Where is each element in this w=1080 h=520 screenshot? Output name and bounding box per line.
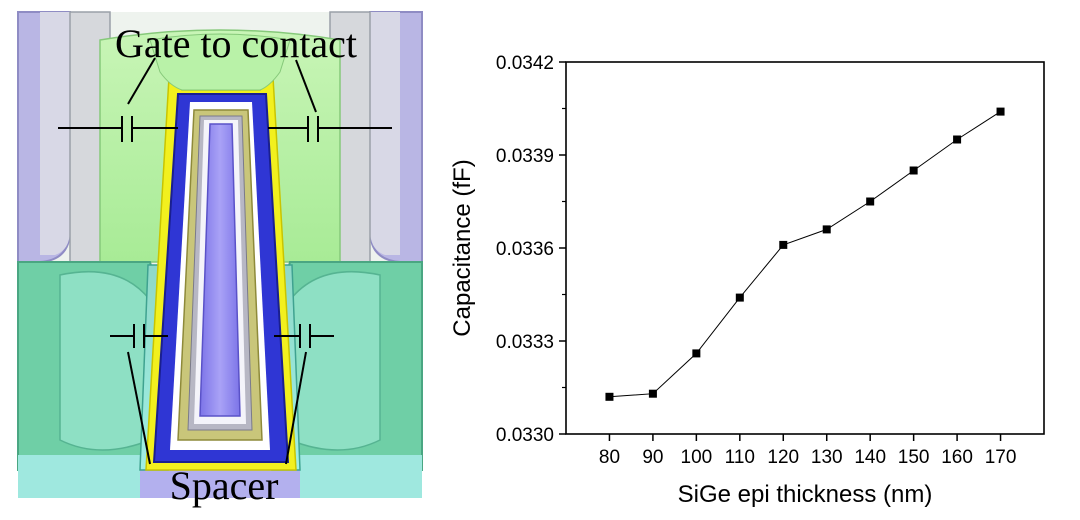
y-axis-title: Capacitance (fF)	[449, 159, 476, 336]
device-cross-section: Gate to contact Spacer	[17, 11, 423, 508]
data-point	[735, 293, 744, 302]
data-point	[866, 197, 875, 206]
gate-to-contact-label: Gate to contact	[115, 21, 357, 66]
data-point	[648, 389, 657, 398]
x-tick-label: 130	[811, 447, 843, 468]
data-point	[909, 166, 918, 175]
right-side-inner	[370, 12, 400, 255]
y-tick-label: 0.0336	[496, 239, 554, 260]
bottom-right-capacitor	[274, 324, 334, 465]
gate-cap	[149, 33, 291, 91]
x-axis-ticks: 80 90 100 110 120 130 140 150 160 170	[599, 434, 1017, 468]
left-source-drain-inner	[59, 270, 151, 451]
bottom-left-capacitor	[110, 324, 168, 465]
spacer-label: Spacer	[170, 463, 279, 508]
top-left-capacitor	[58, 57, 178, 142]
data-point	[953, 135, 962, 144]
x-tick-label: 170	[985, 447, 1017, 468]
series-line	[609, 111, 1001, 398]
y-tick-label: 0.0339	[496, 146, 554, 167]
x-tick-label: 150	[898, 447, 930, 468]
plot-frame	[565, 61, 1045, 435]
x-tick-label: 140	[854, 447, 886, 468]
substrate-purple	[140, 470, 300, 498]
series-points	[605, 107, 1005, 401]
data-point	[996, 107, 1005, 116]
data-point	[605, 392, 614, 401]
data-point	[822, 225, 831, 234]
gate-core	[199, 123, 241, 417]
data-point	[692, 349, 701, 358]
y-tick-label: 0.0342	[496, 53, 554, 74]
x-axis-title: SiGe epi thickness (nm)	[678, 481, 933, 508]
capacitance-chart: 0.0330 0.0333 0.0336 0.0339 0.0342 80 90 100 11…	[449, 53, 1045, 508]
x-tick-label: 110	[725, 447, 755, 468]
left-side-inner	[40, 12, 70, 255]
x-tick-label: 160	[941, 447, 973, 468]
x-tick-label: 90	[642, 447, 663, 468]
data-point	[779, 240, 788, 249]
y-tick-label: 0.0330	[496, 425, 554, 446]
y-axis-ticks: 0.0330 0.0333 0.0336 0.0339 0.0342	[496, 53, 566, 446]
top-right-capacitor	[268, 59, 392, 142]
y-tick-label: 0.0333	[496, 332, 554, 353]
x-tick-label: 120	[767, 447, 799, 468]
x-tick-label: 100	[681, 447, 713, 468]
x-tick-label: 80	[599, 447, 620, 468]
